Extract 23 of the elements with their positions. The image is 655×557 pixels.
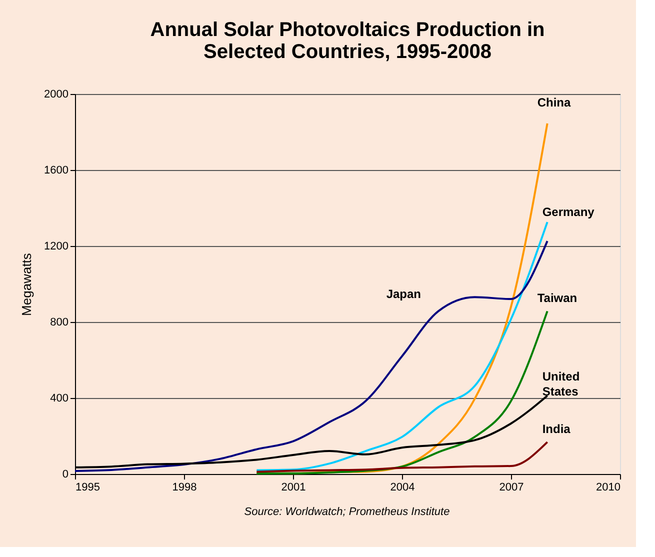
series-label: Taiwan xyxy=(537,291,578,306)
series-label: India xyxy=(542,422,571,436)
text: Selected Countries, 1995-2008 xyxy=(204,41,492,63)
x-tick-label: 1995 xyxy=(76,482,100,494)
x-tick-label: 2010 xyxy=(596,482,620,494)
x-tick-label: 2007 xyxy=(499,482,524,494)
series-label: China xyxy=(537,95,571,110)
text: Annual Solar Photovoltaics Production in xyxy=(150,19,545,41)
line-series xyxy=(256,441,548,473)
y-tick-label: 800 xyxy=(50,316,68,328)
source-note: Source: Worldwatch; Prometheus Institute xyxy=(244,506,450,518)
y-axis-title: Megawatts xyxy=(19,252,34,316)
series-label: Germany xyxy=(542,205,595,220)
series-label: Japan xyxy=(386,287,422,302)
x-tick-label: 1998 xyxy=(172,482,197,494)
x-tick-label: 2001 xyxy=(281,482,306,494)
y-tick-label: 1200 xyxy=(44,240,68,252)
y-tick-label: 0 xyxy=(62,468,68,480)
y-tick-label: 400 xyxy=(50,392,68,404)
y-tick-label: 2000 xyxy=(44,88,68,100)
y-tick-label: 1600 xyxy=(44,164,68,176)
series-label: United States xyxy=(542,370,580,399)
x-tick-label: 2004 xyxy=(390,482,415,494)
